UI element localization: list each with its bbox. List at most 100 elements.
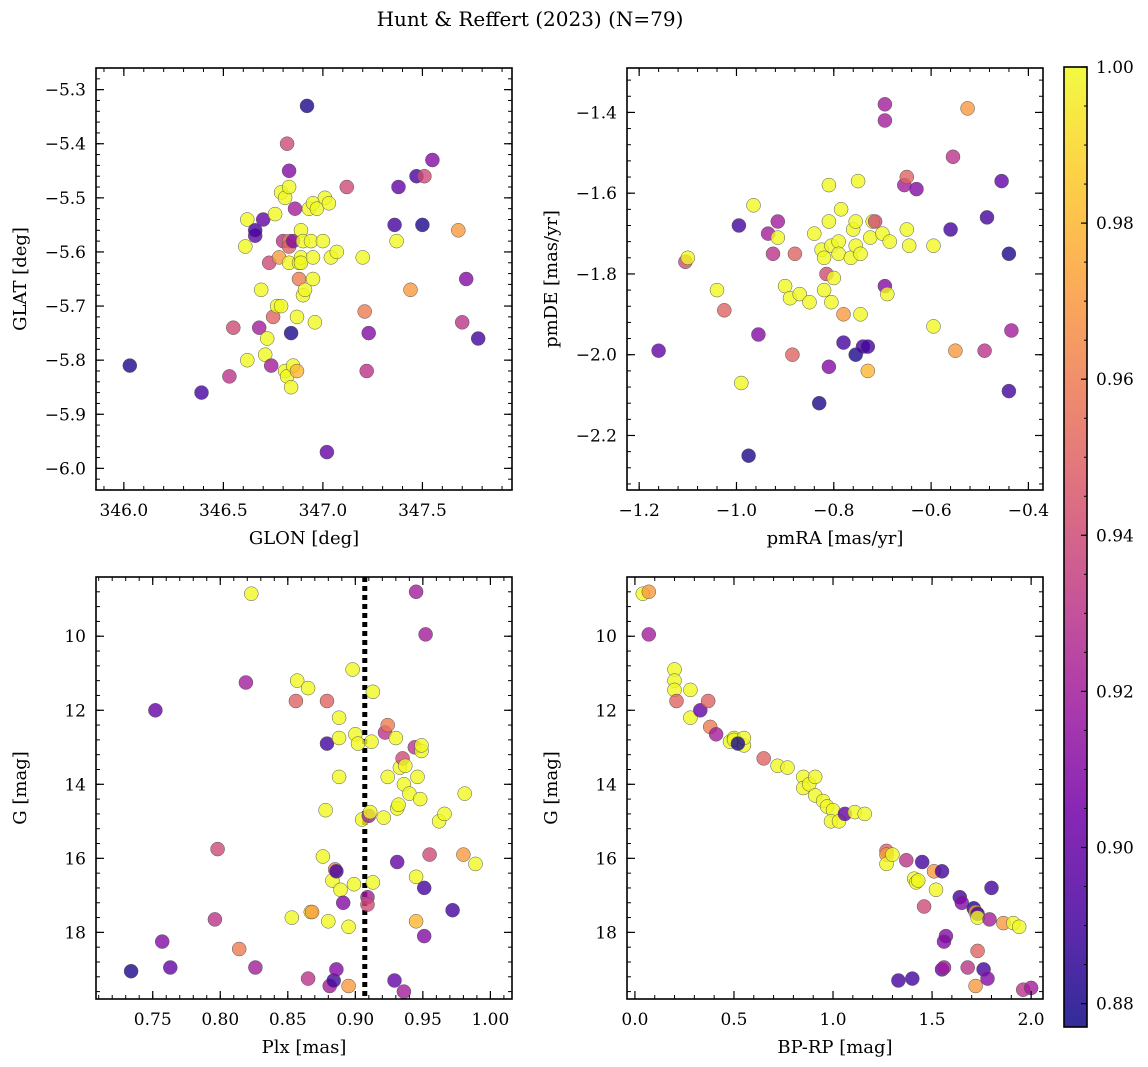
points — [123, 584, 483, 999]
data-point — [802, 294, 817, 310]
data-point — [905, 971, 920, 986]
data-point — [299, 98, 315, 114]
data-point — [934, 864, 950, 879]
data-point — [329, 962, 344, 977]
data-point — [350, 736, 366, 751]
data-point — [877, 97, 893, 112]
data-point — [122, 358, 138, 373]
data-point — [899, 222, 915, 237]
data-point — [416, 880, 432, 896]
data-point — [360, 897, 375, 912]
x-tick-label: 1.0 — [819, 1010, 846, 1030]
data-point — [457, 786, 472, 801]
data-point — [468, 856, 483, 872]
data-point — [936, 934, 952, 949]
data-point — [319, 736, 335, 751]
data-point — [853, 246, 868, 262]
data-point — [984, 880, 999, 896]
y-axis-label: pmDE [mas/yr] — [541, 210, 562, 348]
data-point — [357, 304, 372, 319]
data-point — [425, 152, 440, 168]
x-tick-label: 0.75 — [134, 1010, 172, 1030]
data-point — [148, 703, 163, 718]
data-point — [821, 177, 837, 193]
data-point — [288, 693, 304, 709]
data-point — [321, 914, 336, 929]
data-point — [683, 710, 698, 725]
data-point — [244, 586, 259, 601]
y-tick-label: −5.8 — [45, 351, 86, 371]
data-point — [329, 244, 345, 260]
colorbar-frame — [1063, 66, 1088, 1028]
x-tick-label: 0.85 — [269, 1010, 307, 1030]
y-tick-label: 14 — [64, 775, 86, 795]
data-point — [240, 352, 255, 368]
data-point — [283, 325, 299, 341]
x-tick-label: −0.8 — [813, 501, 854, 521]
data-point — [885, 847, 900, 862]
data-point — [247, 223, 263, 238]
data-point — [709, 282, 725, 298]
data-point — [380, 769, 395, 785]
panel-sky: 346.0 346.5 347.0 347.5 −5.3 −5.4 −5.5 −5.6 −5.7… — [10, 67, 513, 549]
data-point — [926, 238, 941, 253]
data-point — [408, 869, 424, 885]
data-point — [255, 212, 271, 227]
data-point — [860, 363, 876, 379]
panels: 346.0 346.5 347.0 347.5 −5.3 −5.4 −5.5 −5.6 −5.7… — [10, 67, 1049, 1058]
data-point — [807, 226, 822, 241]
data-point — [785, 347, 800, 362]
data-point — [641, 627, 657, 642]
x-tick-label: 346.0 — [100, 501, 149, 521]
panel-cmd: 0.0 0.5 1.0 1.5 2.0 10 12 14 16 18 BP-RP [mag] G [m… — [541, 576, 1045, 1058]
data-point — [226, 320, 241, 335]
data-point — [346, 876, 362, 892]
y-axis-label: G [mag] — [541, 751, 562, 824]
points — [651, 97, 1019, 463]
data-point — [418, 627, 433, 642]
y-tick-label: 10 — [64, 627, 86, 647]
data-point — [717, 303, 732, 318]
x-axis-label: pmRA [mas/yr] — [767, 528, 904, 549]
data-point — [309, 201, 325, 216]
data-point — [154, 934, 170, 949]
data-point — [458, 271, 474, 287]
data-point — [273, 298, 289, 314]
data-point — [916, 899, 932, 914]
y-tick-label: −2.2 — [576, 426, 617, 446]
x-tick-label: 0.80 — [201, 1010, 239, 1030]
data-point — [948, 343, 963, 358]
data-point — [826, 270, 842, 286]
data-point — [410, 769, 425, 785]
y-tick-label: 16 — [595, 849, 617, 869]
data-point — [445, 902, 460, 918]
y-tick-label: −5.4 — [45, 135, 86, 155]
data-point — [730, 736, 746, 751]
data-point — [910, 873, 926, 888]
data-point — [345, 662, 360, 677]
data-point — [970, 943, 985, 959]
data-point — [1001, 246, 1017, 262]
data-point — [289, 363, 305, 379]
data-point — [680, 250, 696, 266]
data-point — [355, 250, 370, 265]
data-point — [339, 179, 355, 195]
y-tick-label: −5.7 — [45, 297, 86, 317]
data-point — [331, 710, 347, 725]
x-axis-label: Plx [mas] — [262, 1037, 347, 1058]
data-point — [982, 912, 997, 927]
data-point — [408, 584, 424, 600]
data-point — [683, 682, 698, 698]
data-point — [387, 973, 402, 988]
data-point — [787, 246, 803, 262]
data-point — [899, 852, 914, 868]
data-point — [362, 804, 378, 820]
x-tick-label: −1.0 — [716, 501, 757, 521]
data-point — [945, 149, 961, 165]
data-point — [831, 234, 846, 249]
data-point — [333, 882, 348, 898]
data-point — [263, 358, 279, 373]
data-point — [833, 202, 849, 217]
data-point — [123, 963, 139, 979]
